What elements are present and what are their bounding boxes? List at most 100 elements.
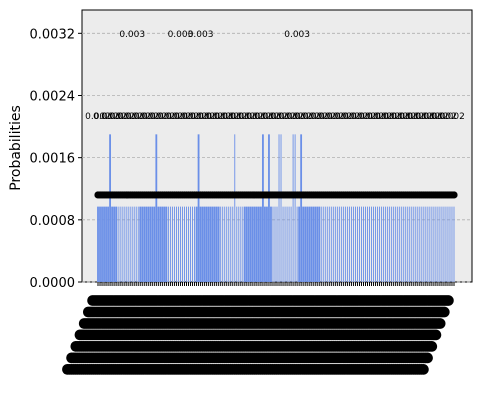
- bar: [329, 207, 330, 282]
- bar: [186, 207, 187, 282]
- bar: [321, 207, 322, 282]
- bar: [393, 207, 394, 282]
- bar: [134, 207, 135, 282]
- bar: [176, 207, 177, 282]
- bar: [304, 207, 306, 282]
- bar: [367, 207, 368, 282]
- bar: [275, 207, 276, 282]
- bar: [381, 207, 382, 282]
- bar: [345, 207, 346, 282]
- bar: [266, 207, 268, 282]
- bar: [401, 207, 402, 282]
- bar: [178, 207, 179, 282]
- bar: [333, 207, 334, 282]
- bar: [347, 207, 348, 282]
- bar: [97, 207, 99, 282]
- bar: [188, 207, 189, 282]
- y-axis-title: Probabilities: [8, 105, 24, 191]
- bar: [143, 207, 145, 282]
- bar: [212, 207, 214, 282]
- bar: [232, 207, 233, 282]
- bar: [425, 207, 426, 282]
- bar: [264, 207, 266, 282]
- bar: [335, 207, 336, 282]
- bar: [248, 207, 250, 282]
- bar: [409, 207, 410, 282]
- bar: [155, 134, 157, 282]
- bar: [397, 207, 398, 282]
- bar: [224, 207, 225, 282]
- bar: [107, 207, 109, 282]
- bar: [421, 207, 422, 282]
- bar: [149, 207, 151, 282]
- y-axis-ticks: 0.00000.00080.00160.00240.0032: [30, 27, 83, 291]
- bar: [128, 207, 129, 282]
- bar: [413, 207, 414, 282]
- bar: [132, 207, 133, 282]
- bar: [361, 207, 362, 282]
- bar: [240, 207, 241, 282]
- bar: [417, 207, 418, 282]
- bar: [246, 207, 248, 282]
- bar: [283, 207, 284, 282]
- bar: [312, 207, 314, 282]
- bar: [124, 207, 125, 282]
- bar: [314, 207, 316, 282]
- bar: [383, 207, 384, 282]
- y-tick-label: 0.0000: [30, 276, 76, 291]
- bar: [138, 207, 139, 282]
- x-axis-ticks: ●●●●●●●●●●●●●●●●●●●●●●●●●●●●●●●●●●●●●●●●…: [57, 282, 457, 378]
- bar: [375, 207, 376, 282]
- bar: [339, 207, 340, 282]
- bar: [236, 207, 237, 282]
- bar: [341, 207, 342, 282]
- bar: [172, 207, 173, 282]
- bar: [192, 207, 193, 282]
- bar: [431, 207, 432, 282]
- bar: [331, 207, 332, 282]
- bar: [262, 134, 264, 282]
- bar: [441, 207, 442, 282]
- bar: [258, 207, 260, 282]
- data-label-top: 0.003: [119, 30, 145, 40]
- bar: [153, 207, 155, 282]
- bar: [151, 207, 153, 282]
- bar: [343, 207, 344, 282]
- bar: [147, 207, 149, 282]
- bar: [439, 207, 440, 282]
- bar: [298, 207, 300, 282]
- bar: [126, 207, 127, 282]
- bar: [157, 207, 159, 282]
- bar: [220, 207, 221, 282]
- bar: [287, 207, 288, 282]
- bar: [306, 207, 308, 282]
- bar: [391, 207, 392, 282]
- bar: [168, 207, 169, 282]
- bar: [273, 207, 274, 282]
- bar: [122, 207, 123, 282]
- bar: [196, 207, 198, 282]
- bar: [389, 207, 390, 282]
- bar: [252, 207, 254, 282]
- bar: [208, 207, 210, 282]
- bar: [139, 207, 141, 282]
- bar: [429, 207, 430, 282]
- bar: [454, 207, 455, 282]
- bar: [118, 207, 119, 282]
- bar: [323, 207, 324, 282]
- bar: [230, 207, 231, 282]
- bar: [182, 207, 183, 282]
- bar: [145, 207, 147, 282]
- bar: [291, 207, 292, 282]
- bar: [214, 207, 216, 282]
- y-tick-label: 0.0032: [30, 27, 76, 42]
- bar: [222, 207, 223, 282]
- bar: [411, 207, 412, 282]
- bar: [210, 207, 212, 282]
- bar-marker: [450, 191, 457, 198]
- bar: [184, 207, 185, 282]
- bar: [285, 207, 286, 282]
- y-tick-label: 0.0016: [30, 152, 76, 167]
- bar: [377, 207, 378, 282]
